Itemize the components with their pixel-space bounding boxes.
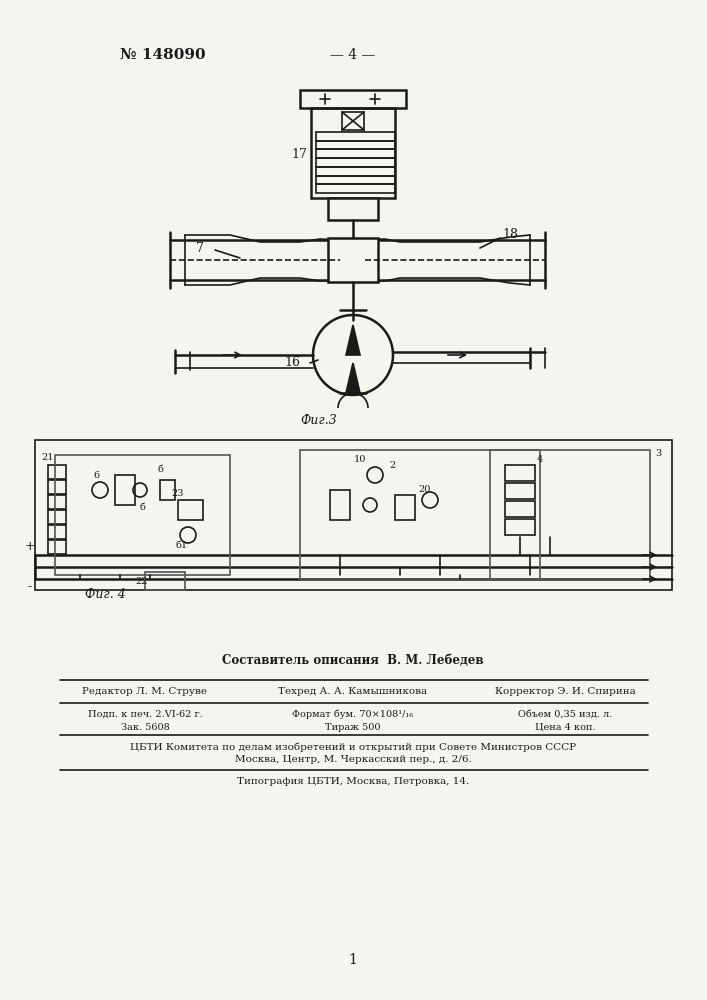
Bar xyxy=(316,158,395,167)
Text: 1: 1 xyxy=(349,953,358,967)
Bar xyxy=(48,510,66,524)
Text: 18: 18 xyxy=(502,229,518,241)
Text: 3: 3 xyxy=(655,448,661,458)
Bar xyxy=(311,108,395,198)
Text: Составитель описания  В. М. Лебедев: Составитель описания В. М. Лебедев xyxy=(222,654,484,666)
Text: 16: 16 xyxy=(284,357,300,369)
Bar xyxy=(505,519,535,535)
Text: 17: 17 xyxy=(291,148,307,161)
Bar xyxy=(48,480,66,494)
Text: Тираж 500: Тираж 500 xyxy=(325,722,381,732)
Text: Цена 4 коп.: Цена 4 коп. xyxy=(534,722,595,732)
Bar xyxy=(300,450,540,580)
Bar xyxy=(316,176,395,184)
Polygon shape xyxy=(346,363,360,393)
Bar xyxy=(505,501,535,517)
Text: +: + xyxy=(25,540,35,554)
Text: Зак. 5608: Зак. 5608 xyxy=(121,722,170,732)
Bar xyxy=(48,525,66,539)
Text: Корректор Э. И. Спирина: Корректор Э. И. Спирина xyxy=(495,688,636,696)
Text: 7: 7 xyxy=(196,241,204,254)
Text: 22: 22 xyxy=(136,576,148,585)
Bar xyxy=(395,495,415,520)
Text: Фиг. 4: Фиг. 4 xyxy=(85,588,126,601)
Bar xyxy=(145,572,185,590)
Text: 21: 21 xyxy=(42,452,54,462)
Bar xyxy=(316,141,395,149)
Text: б1: б1 xyxy=(176,540,188,550)
Text: Формат бум. 70×108¹/₁₆: Формат бум. 70×108¹/₁₆ xyxy=(293,709,414,719)
Bar xyxy=(316,167,395,176)
Bar xyxy=(316,149,395,158)
Bar xyxy=(316,132,395,141)
Text: Объем 0,35 изд. л.: Объем 0,35 изд. л. xyxy=(518,710,612,718)
Text: — 4 —: — 4 — xyxy=(330,48,375,62)
Text: ЦБТИ Комитета по делам изобретений и открытий при Совете Министров СССР: ЦБТИ Комитета по делам изобретений и отк… xyxy=(130,742,576,752)
Polygon shape xyxy=(346,325,360,355)
Text: Фиг.3: Фиг.3 xyxy=(300,414,337,426)
Text: б: б xyxy=(139,502,145,512)
Bar xyxy=(55,455,230,575)
Text: 4: 4 xyxy=(537,456,543,464)
Text: № 148090: № 148090 xyxy=(120,48,206,62)
Text: 2: 2 xyxy=(390,460,396,470)
Bar xyxy=(342,112,364,130)
Bar xyxy=(48,495,66,509)
Text: б: б xyxy=(157,466,163,475)
Bar xyxy=(328,198,378,220)
Text: Типография ЦБТИ, Москва, Петровка, 14.: Типография ЦБТИ, Москва, Петровка, 14. xyxy=(237,778,469,786)
Text: Подп. к печ. 2.VI-62 г.: Подп. к печ. 2.VI-62 г. xyxy=(88,710,202,718)
Bar xyxy=(300,90,406,108)
Text: -: - xyxy=(28,580,32,593)
Text: Техред А. А. Камышникова: Техред А. А. Камышникова xyxy=(279,688,428,696)
Text: Москва, Центр, М. Черкасский пер., д. 2/6.: Москва, Центр, М. Черкасский пер., д. 2/… xyxy=(235,756,472,764)
Bar xyxy=(160,480,175,500)
Text: 6: 6 xyxy=(93,471,99,480)
Bar xyxy=(505,465,535,481)
Text: 20: 20 xyxy=(419,486,431,494)
Bar xyxy=(115,475,135,505)
Bar xyxy=(328,238,378,282)
Bar xyxy=(316,184,395,193)
Bar xyxy=(48,540,66,554)
Text: 23: 23 xyxy=(172,488,185,497)
Bar xyxy=(35,440,672,590)
Bar xyxy=(330,490,350,520)
Text: 10: 10 xyxy=(354,456,366,464)
Bar xyxy=(48,465,66,479)
Text: Редактор Л. М. Струве: Редактор Л. М. Струве xyxy=(83,688,207,696)
Bar xyxy=(178,500,203,520)
Bar xyxy=(490,450,650,580)
Bar xyxy=(505,483,535,499)
